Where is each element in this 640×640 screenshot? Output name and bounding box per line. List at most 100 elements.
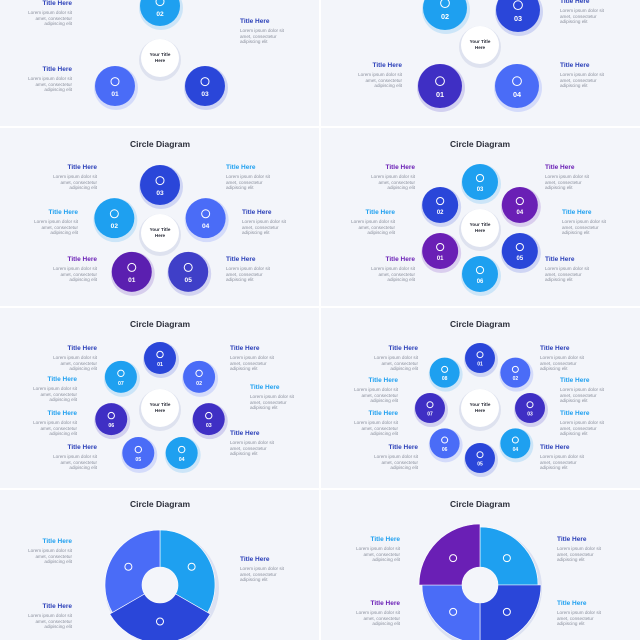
node-icon xyxy=(155,176,165,186)
item-title: Title Here xyxy=(560,410,590,417)
item-body: Lorem ipsum dolor sit amet, consectetur … xyxy=(28,548,72,565)
node-label: 05 xyxy=(185,277,193,284)
node-label: 01 xyxy=(437,256,444,262)
segment-icon xyxy=(156,617,164,626)
node-icon xyxy=(511,436,519,444)
item-title: Title Here xyxy=(67,444,97,451)
item-title: Title Here xyxy=(48,209,78,216)
item-body: Lorem ipsum dolor sit amet, consectetur … xyxy=(540,454,584,471)
node-label: 03 xyxy=(527,412,533,418)
item-body: Lorem ipsum dolor sit amet, consectetur … xyxy=(250,394,294,411)
item-title: Title Here xyxy=(372,62,402,69)
node-icon xyxy=(426,401,434,409)
ring-hole xyxy=(142,567,178,603)
item-title: Title Here xyxy=(385,164,415,171)
center xyxy=(141,214,179,252)
item-title: Title Here xyxy=(368,410,398,417)
node-label: 04 xyxy=(513,447,519,453)
item-body: Lorem ipsum dolor sit amet, consectetur … xyxy=(374,355,418,372)
item-body: Lorem ipsum dolor sit amet, consectetur … xyxy=(560,420,604,437)
item-title: Title Here xyxy=(562,209,592,216)
item-title: Title Here xyxy=(240,556,270,563)
node-icon xyxy=(436,196,445,206)
item-body: Lorem ipsum dolor sit amet, consectetur … xyxy=(53,174,97,191)
node-icon xyxy=(436,242,445,252)
node-label: 04 xyxy=(179,457,185,463)
item-title: Title Here xyxy=(250,384,280,391)
center xyxy=(141,39,179,77)
item-body: Lorem ipsum dolor sit amet, consectetur … xyxy=(540,355,584,372)
item-body: Lorem ipsum dolor sit amet, consectetur … xyxy=(53,454,97,471)
panel-title: Circle Diagram xyxy=(130,499,190,509)
item-title: Title Here xyxy=(560,62,590,69)
item-body: Lorem ipsum dolor sit amet, consectetur … xyxy=(230,440,274,457)
item-title: Title Here xyxy=(388,444,418,451)
node-label: 04 xyxy=(513,90,521,99)
node-icon xyxy=(200,77,210,87)
item-body: Lorem ipsum dolor sit amet, consectetur … xyxy=(557,546,601,563)
center-label: Your Title Here xyxy=(469,39,491,50)
node-icon xyxy=(526,401,534,409)
segment-icon xyxy=(124,562,133,571)
segment-icon xyxy=(187,562,196,571)
node-label: 02 xyxy=(196,381,202,387)
panel-title: Circle Diagram xyxy=(130,319,190,329)
item-title: Title Here xyxy=(67,164,97,171)
panel-title: Circle Diagram xyxy=(130,139,190,149)
node xyxy=(140,0,180,26)
center xyxy=(461,209,499,247)
item-body: Lorem ipsum dolor sit amet, consectetur … xyxy=(371,174,415,191)
node-icon xyxy=(109,209,119,219)
item-title: Title Here xyxy=(540,345,570,352)
center-label: Your Title Here xyxy=(149,52,171,63)
item-body: Lorem ipsum dolor sit amet, consectetur … xyxy=(560,387,604,404)
node-label: 03 xyxy=(156,190,164,197)
center xyxy=(141,389,179,427)
node-icon xyxy=(117,369,125,378)
item-body: Lorem ipsum dolor sit amet, consectetur … xyxy=(374,454,418,471)
node-icon xyxy=(515,242,524,252)
node-label: 06 xyxy=(477,279,484,285)
node-label: 02 xyxy=(111,223,119,230)
item-body: Lorem ipsum dolor sit amet, consectetur … xyxy=(562,219,606,236)
segment-icon xyxy=(502,607,511,616)
item-body: Lorem ipsum dolor sit amet, consectetur … xyxy=(351,219,395,236)
center-label: Your Title Here xyxy=(469,402,491,413)
item-body: Lorem ipsum dolor sit amet, consectetur … xyxy=(240,28,284,45)
center-label: Your Title Here xyxy=(469,222,491,233)
item-body: Lorem ipsum dolor sit amet, consectetur … xyxy=(371,266,415,283)
node xyxy=(496,0,540,32)
node-label: 02 xyxy=(156,11,164,18)
node-icon xyxy=(183,262,193,272)
item-title: Title Here xyxy=(557,536,587,543)
node xyxy=(423,0,467,30)
item-body: Lorem ipsum dolor sit amet, consectetur … xyxy=(28,76,72,93)
center xyxy=(461,389,499,427)
item-title: Title Here xyxy=(385,256,415,263)
item-title: Title Here xyxy=(388,345,418,352)
node-icon xyxy=(441,436,449,444)
node-icon xyxy=(513,0,523,11)
item-body: Lorem ipsum dolor sit amet, consectetur … xyxy=(358,72,402,89)
item-title: Title Here xyxy=(365,209,395,216)
node-icon xyxy=(195,369,203,378)
node-icon xyxy=(205,411,213,420)
item-body: Lorem ipsum dolor sit amet, consectetur … xyxy=(33,386,77,403)
item-body: Lorem ipsum dolor sit amet, consectetur … xyxy=(230,355,274,372)
item-body: Lorem ipsum dolor sit amet, consectetur … xyxy=(242,219,286,236)
item-body: Lorem ipsum dolor sit amet, consectetur … xyxy=(33,420,77,437)
item-title: Title Here xyxy=(42,0,72,7)
node-label: 02 xyxy=(437,210,444,216)
item-title: Title Here xyxy=(560,377,590,384)
item-title: Title Here xyxy=(545,164,575,171)
node-icon xyxy=(127,262,137,272)
item-title: Title Here xyxy=(370,536,400,543)
node-label: 08 xyxy=(442,376,448,382)
item-title: Title Here xyxy=(540,444,570,451)
node-label: 02 xyxy=(441,12,449,21)
node-label: 07 xyxy=(427,412,433,418)
node-icon xyxy=(156,350,164,359)
node-icon xyxy=(435,76,445,87)
